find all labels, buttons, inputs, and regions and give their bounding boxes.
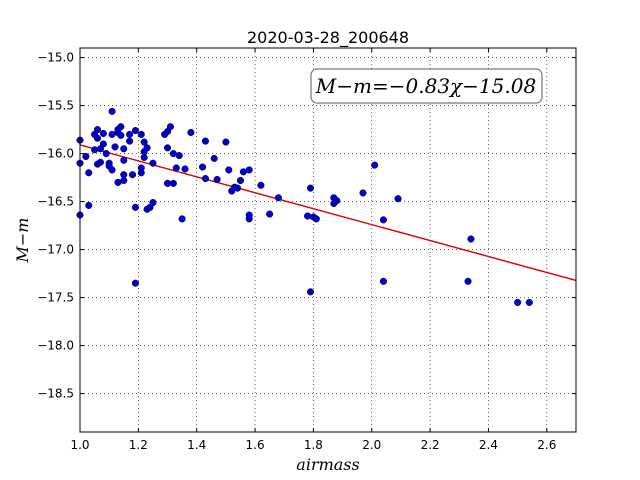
data-point [117,131,125,139]
data-point [245,215,253,223]
data-point [245,166,253,174]
data-point [210,154,218,162]
data-point [166,123,174,131]
data-point [178,215,186,223]
data-point [379,277,387,285]
data-point [99,129,107,137]
data-point [312,215,320,223]
data-point [181,165,189,173]
data-points [76,107,533,306]
data-point [111,143,119,151]
data-point [140,138,148,146]
data-point [128,171,137,179]
data-point [96,158,104,166]
data-point [131,203,139,211]
x-tick-label: 2.2 [421,438,440,452]
chart-title: 2020-03-28_200648 [247,28,409,48]
x-tick-label: 2.6 [537,438,556,452]
data-point [198,163,207,171]
data-point [93,134,102,142]
data-point [137,169,145,177]
data-point [93,126,102,134]
axis-ticks [79,48,576,432]
x-tick-label: 1.8 [304,438,323,452]
data-point [126,137,134,145]
y-tick-label: −16.5 [37,195,74,209]
x-tick-label: 1.6 [246,438,265,452]
data-point [187,128,195,137]
data-point [131,279,139,287]
y-tick-labels: −15.0 −15.5 −16.0 −16.5 −17.0 −17.5 −18.0 −18.5 [37,51,74,401]
y-tick-label: −18.0 [37,339,74,353]
fit-line-group [79,144,577,282]
data-point [175,151,183,160]
data-point [85,201,93,209]
data-point [117,123,125,131]
fit-line [79,144,577,282]
data-point [379,216,387,224]
plot-frame [79,47,577,433]
x-axis-label: airmass [296,455,359,474]
data-point [149,199,157,207]
x-tick-label: 2.4 [479,438,498,452]
x-tick-label: 1.4 [187,438,206,452]
data-point [82,152,90,161]
y-tick-label: −15.5 [37,99,74,113]
data-point [108,166,116,174]
data-point [143,144,151,152]
y-tick-label: −15.0 [37,51,74,65]
data-point [394,195,402,203]
data-point [222,138,230,146]
x-tick-label: 2.0 [362,438,381,452]
data-point [120,156,128,164]
data-point [274,194,282,202]
grid-lines [79,48,576,432]
x-tick-label: 1.0 [70,438,89,452]
data-point [236,176,245,185]
data-point [137,130,145,138]
data-point [306,184,315,192]
data-point [163,144,172,152]
data-point [359,189,367,197]
fit-equation-label: M−m=−0.83χ−15.08 [315,74,536,98]
data-point [371,161,379,169]
data-point [525,298,533,306]
data-point [234,184,242,192]
data-point [514,298,522,306]
y-axis-label: M−m [13,218,32,264]
data-point [213,175,221,184]
y-tick-label: −16.0 [37,147,74,161]
data-point [120,145,128,153]
data-point [120,171,128,179]
data-point [306,288,315,296]
data-point [169,179,177,187]
data-point [257,181,265,189]
data-point [464,277,472,285]
data-point [102,150,110,158]
y-tick-label: −17.0 [37,243,74,257]
y-tick-label: −18.5 [37,387,74,401]
data-point [304,212,312,220]
data-point [91,146,99,154]
data-point [333,197,341,205]
data-point [140,153,148,161]
x-tick-label: 1.2 [129,438,148,452]
data-point [467,235,475,243]
data-point [266,210,274,218]
data-point [85,169,93,177]
x-tick-labels: 1.0 1.2 1.4 1.6 1.8 2.0 2.2 2.4 2.6 [70,438,556,452]
data-point [149,159,157,167]
data-point [225,166,233,174]
data-point [172,164,180,172]
data-point [201,175,210,183]
annotation-box: M−m=−0.83χ−15.08 [310,68,543,104]
data-point [99,140,107,148]
data-point [201,137,210,145]
data-point [131,127,139,135]
y-tick-label: −17.5 [37,291,74,305]
data-point [108,107,116,115]
data-point [126,130,134,138]
